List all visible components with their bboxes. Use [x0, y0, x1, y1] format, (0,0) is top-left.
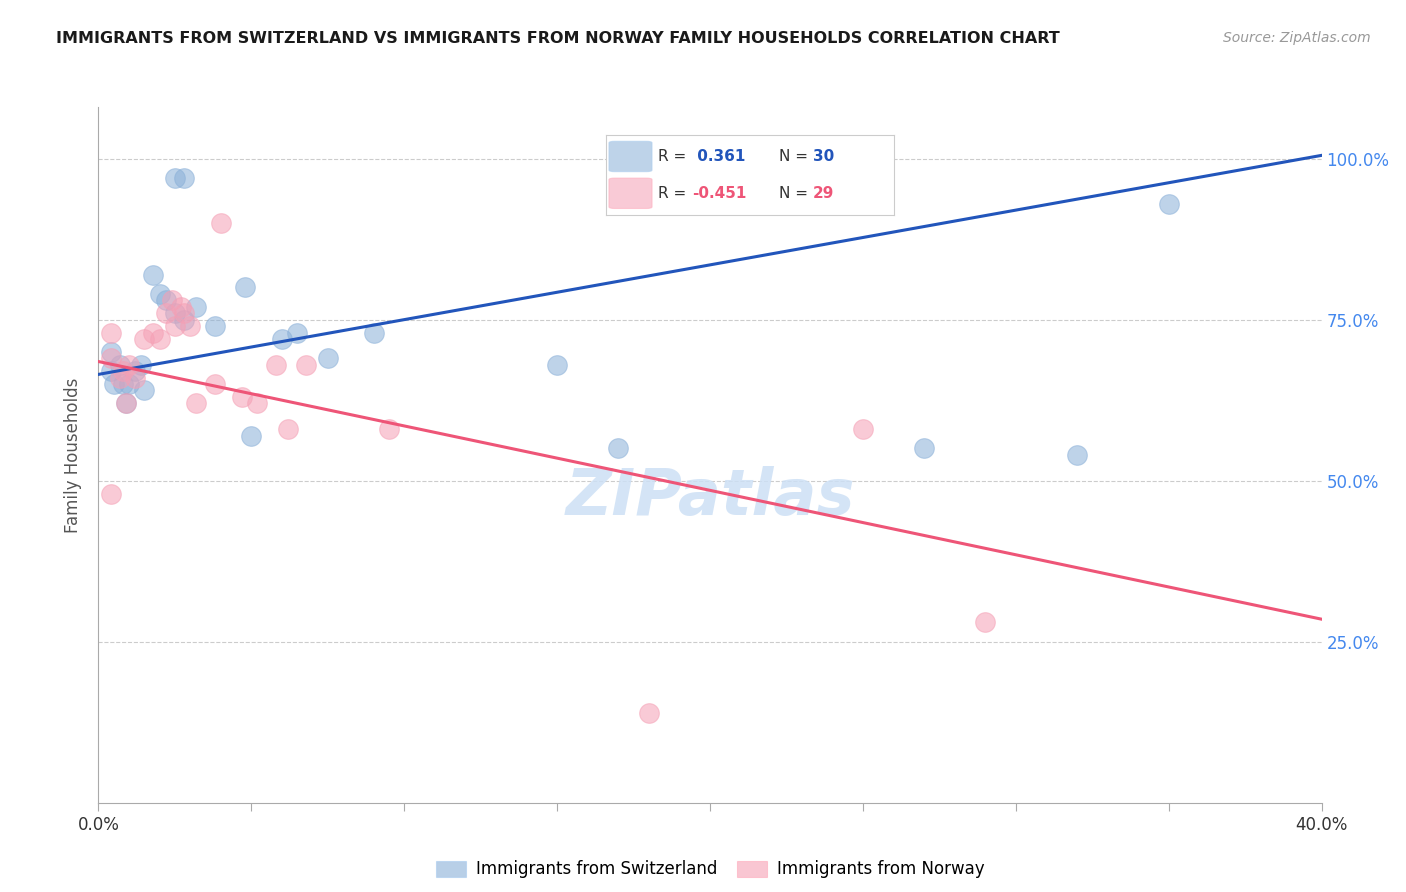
Point	[163, 306, 186, 320]
Text: 0.361: 0.361	[692, 149, 745, 164]
Point	[1066, 448, 1088, 462]
Point	[316, 351, 339, 366]
Point	[912, 442, 935, 456]
Point	[186, 396, 208, 410]
Point	[170, 300, 193, 314]
Point	[277, 422, 299, 436]
Point	[115, 396, 138, 410]
Point	[163, 319, 186, 334]
Point	[100, 326, 122, 340]
Text: 30: 30	[813, 149, 834, 164]
Point	[204, 377, 226, 392]
Point	[378, 422, 401, 436]
Point	[246, 396, 269, 410]
Point	[108, 370, 131, 384]
Point	[142, 326, 165, 340]
Point	[100, 351, 122, 366]
Point	[100, 364, 122, 378]
Point	[108, 358, 131, 372]
Point	[637, 706, 661, 720]
Point	[163, 170, 186, 185]
Text: R =: R =	[658, 149, 690, 164]
Point	[129, 358, 152, 372]
Point	[115, 396, 138, 410]
Point	[118, 358, 141, 372]
Point	[363, 326, 385, 340]
Point	[173, 306, 195, 320]
Text: N =: N =	[779, 149, 813, 164]
Point	[124, 370, 146, 384]
Text: ZIPatlas: ZIPatlas	[565, 466, 855, 528]
Point	[285, 326, 308, 340]
Point	[295, 358, 318, 372]
Point	[100, 486, 122, 500]
Point	[100, 344, 122, 359]
Point	[103, 377, 125, 392]
Point	[607, 442, 630, 456]
Point	[124, 364, 146, 378]
Point	[149, 332, 172, 346]
Point	[179, 319, 201, 334]
Point	[231, 390, 253, 404]
Point	[240, 428, 263, 442]
Point	[155, 293, 177, 308]
Point	[209, 216, 232, 230]
Point	[264, 358, 287, 372]
Text: IMMIGRANTS FROM SWITZERLAND VS IMMIGRANTS FROM NORWAY FAMILY HOUSEHOLDS CORRELAT: IMMIGRANTS FROM SWITZERLAND VS IMMIGRANT…	[56, 31, 1060, 46]
FancyBboxPatch shape	[609, 141, 652, 171]
Point	[173, 170, 195, 185]
Legend: Immigrants from Switzerland, Immigrants from Norway: Immigrants from Switzerland, Immigrants …	[429, 854, 991, 885]
Point	[186, 300, 208, 314]
Point	[270, 332, 292, 346]
Point	[233, 280, 256, 294]
Point	[1157, 196, 1180, 211]
Point	[142, 268, 165, 282]
Point	[118, 377, 141, 392]
Y-axis label: Family Households: Family Households	[65, 377, 83, 533]
FancyBboxPatch shape	[609, 178, 652, 209]
Text: -0.451: -0.451	[692, 186, 747, 201]
Point	[546, 358, 568, 372]
Point	[111, 377, 134, 392]
Point	[134, 384, 156, 398]
Point	[149, 286, 172, 301]
Point	[974, 615, 997, 630]
Point	[111, 364, 134, 378]
Text: Source: ZipAtlas.com: Source: ZipAtlas.com	[1223, 31, 1371, 45]
Point	[134, 332, 156, 346]
Point	[173, 312, 195, 326]
Text: 29: 29	[813, 186, 834, 201]
Point	[160, 293, 183, 308]
Point	[155, 306, 177, 320]
Text: R =: R =	[658, 186, 690, 201]
Point	[852, 422, 875, 436]
Text: N =: N =	[779, 186, 813, 201]
Point	[204, 319, 226, 334]
